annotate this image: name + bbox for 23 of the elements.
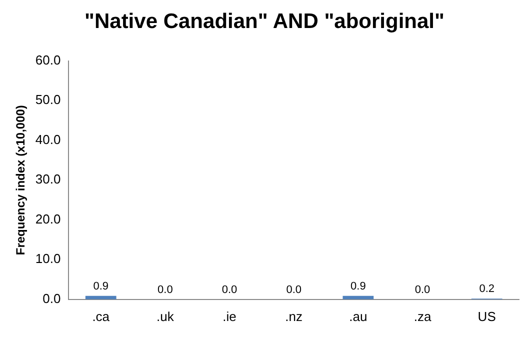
y-tick-label: 30.0 xyxy=(35,172,61,187)
x-tick-label: .au xyxy=(349,308,368,324)
y-tick-label: 50.0 xyxy=(35,92,61,108)
x-tick-label: .ca xyxy=(92,308,110,324)
x-tick-label: .nz xyxy=(285,308,303,324)
data-label: 0.0 xyxy=(158,284,173,296)
data-label: 0.0 xyxy=(222,284,238,296)
data-label: 0.9 xyxy=(350,280,366,292)
y-tick-label: 10.0 xyxy=(35,251,61,266)
x-tick-label: .za xyxy=(414,308,432,324)
y-tick-label: 0.0 xyxy=(42,290,61,306)
y-tick-label: 40.0 xyxy=(35,132,61,147)
x-tick-label: US xyxy=(478,308,496,324)
data-label: 0.0 xyxy=(414,284,430,296)
y-tick-label: 20.0 xyxy=(35,211,61,226)
x-tick-label: .uk xyxy=(156,308,174,324)
chart-title: "Native Canadian" AND "aboriginal" xyxy=(84,10,446,34)
y-axis-title: Frequency index (x10,000) xyxy=(14,105,28,256)
data-label: 0.9 xyxy=(93,280,109,292)
data-label: 0.0 xyxy=(286,284,302,296)
y-tick-label: 60.0 xyxy=(35,52,61,68)
data-label: 0.2 xyxy=(479,283,494,296)
x-tick-label: .ie xyxy=(222,308,236,324)
